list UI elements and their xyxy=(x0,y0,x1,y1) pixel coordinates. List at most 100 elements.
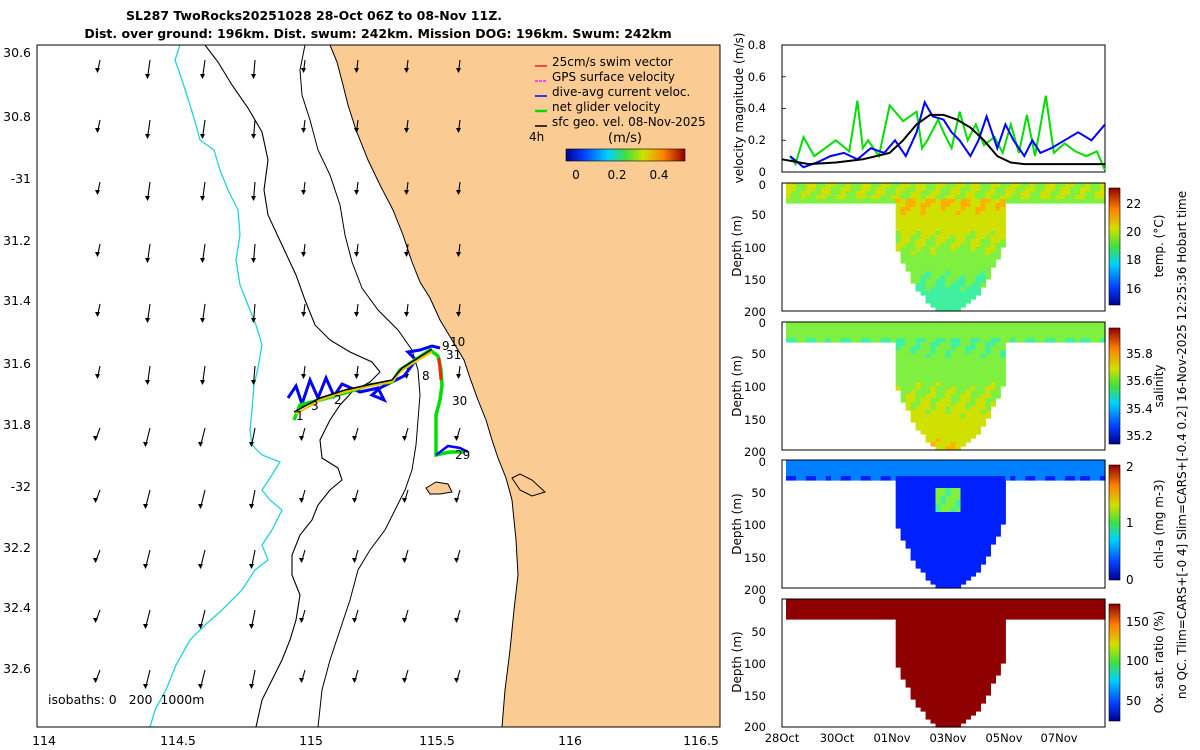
chl-section-cell xyxy=(975,536,981,541)
time-axis: 28Oct 30Oct 01Nov 03Nov 05Nov 07Nov xyxy=(765,731,1078,745)
temp-section-cell xyxy=(950,267,957,272)
chl-section-cell xyxy=(965,536,971,541)
oxygen-section-cell xyxy=(900,651,907,656)
salinity-section-cell xyxy=(1045,334,1051,339)
chl-section-cell xyxy=(930,540,937,545)
chl-section-cell xyxy=(955,584,962,589)
salinity-section-cell xyxy=(910,406,917,411)
chl-section-cell xyxy=(975,496,981,501)
oxygen-section-cell xyxy=(980,663,986,668)
salinity-section-cell xyxy=(930,438,937,443)
salinity-section-cell xyxy=(910,378,917,383)
salinity-section-cell xyxy=(930,342,937,347)
map-legend: 25cm/s swim vector GPS surface velocity … xyxy=(529,55,706,182)
temp-section-cell xyxy=(945,195,952,200)
salinity-section-cell xyxy=(900,366,907,371)
oxygen-section-cell xyxy=(875,603,882,608)
chl-section-cell xyxy=(801,476,807,481)
oxygen-section-cell xyxy=(810,607,817,612)
chl-section-cell xyxy=(950,568,957,573)
map-x-tick: 115.5 xyxy=(419,733,455,748)
oxygen-section-cell xyxy=(801,599,807,604)
salinity-section-cell xyxy=(845,322,852,327)
temp-section-cell xyxy=(895,215,902,220)
salinity-section-cell xyxy=(970,350,976,355)
temp-section-cell xyxy=(940,203,947,208)
salinity-section-cell xyxy=(925,342,932,347)
oxygen-section-cell xyxy=(985,643,991,648)
temp-section-cell xyxy=(945,231,952,236)
chl-section-cell xyxy=(1020,468,1026,473)
chl-section-cell xyxy=(905,492,912,497)
chl-section-cell xyxy=(950,464,957,469)
oxygen-section-cell xyxy=(1000,655,1006,660)
chl-section-cell xyxy=(970,464,976,469)
oxygen-section-cell xyxy=(925,655,932,660)
salinity-section-cell xyxy=(830,334,837,339)
salinity-section-cell xyxy=(925,402,932,407)
sfc-geo-arrowhead xyxy=(251,258,256,263)
temp-section-cell xyxy=(905,259,912,264)
chl-section-cell xyxy=(935,536,942,541)
salinity-section-cell xyxy=(1100,326,1106,331)
oxygen-section-cell xyxy=(945,671,952,676)
temp-section-cell xyxy=(945,251,952,256)
temp-section-cell xyxy=(955,247,962,252)
temp-section-cell xyxy=(915,211,922,216)
temp-section-cell xyxy=(995,219,1001,224)
chl-section-cell xyxy=(1035,468,1041,473)
chl-section-cell xyxy=(920,508,927,513)
oxygen-section-cell xyxy=(1045,611,1051,616)
temp-section-cell xyxy=(875,199,882,204)
oxygen-section-cell xyxy=(820,607,827,612)
temp-section-cell xyxy=(960,251,967,256)
oxygen-section-cell xyxy=(855,599,862,604)
chl-section-cell xyxy=(890,472,897,477)
temp-section-cell xyxy=(900,195,907,200)
chl-section-cell xyxy=(965,560,971,565)
chl-section-cell xyxy=(905,468,912,473)
chl-section-cell xyxy=(965,468,971,473)
salinity-section-cell xyxy=(900,386,907,391)
salinity-section-cell xyxy=(1080,330,1086,335)
chl-section-cell xyxy=(930,524,937,529)
map-x-tick: 114 xyxy=(32,733,56,748)
oxygen-section-cell xyxy=(995,635,1001,640)
oxygen-section-cell xyxy=(945,679,952,684)
chl-section-cell xyxy=(955,548,962,553)
temp-section-cell xyxy=(910,251,917,256)
chl-section-cell xyxy=(915,536,922,541)
oxygen-section-cell xyxy=(930,619,937,624)
salinity-section-cell xyxy=(940,386,947,391)
chl-section-cell xyxy=(970,556,976,561)
oxygen-section-cell xyxy=(970,707,976,712)
salinity-section-cell xyxy=(1090,334,1096,339)
salinity-section-cell xyxy=(965,434,971,439)
chl-section-cell xyxy=(835,464,842,469)
oxygen-section-cell xyxy=(830,611,837,616)
chl-section-cell xyxy=(895,480,902,485)
oxygen-section-cell xyxy=(1075,603,1081,608)
chl-section-cell xyxy=(965,552,971,557)
chl-section-cell xyxy=(900,492,907,497)
chl-section-cell xyxy=(955,516,962,521)
chl-section-cell xyxy=(1070,460,1076,465)
chl-section-cell xyxy=(950,576,957,581)
oxygen-section-cell xyxy=(975,655,981,660)
oxygen-section-cell xyxy=(935,715,942,720)
chl-section-cell xyxy=(955,488,962,493)
chl-section-cell xyxy=(830,468,837,473)
salinity-section-cell xyxy=(1000,366,1006,371)
chl-section-cell xyxy=(930,468,937,473)
chl-section-cell xyxy=(1080,460,1086,465)
oxygen-section-cell xyxy=(960,667,967,672)
salinity-section-cell xyxy=(895,378,902,383)
vel-series-net-glider-velocity xyxy=(789,95,1106,171)
temp-section-cell xyxy=(965,243,971,248)
chl-section-cell xyxy=(950,484,957,489)
oxygen-section-cell xyxy=(930,611,937,616)
temp-cb-tick: 20 xyxy=(1126,225,1141,239)
chl-section-cell xyxy=(985,520,991,525)
oxygen-section-cell xyxy=(955,691,962,696)
temp-section-cell xyxy=(985,243,991,248)
